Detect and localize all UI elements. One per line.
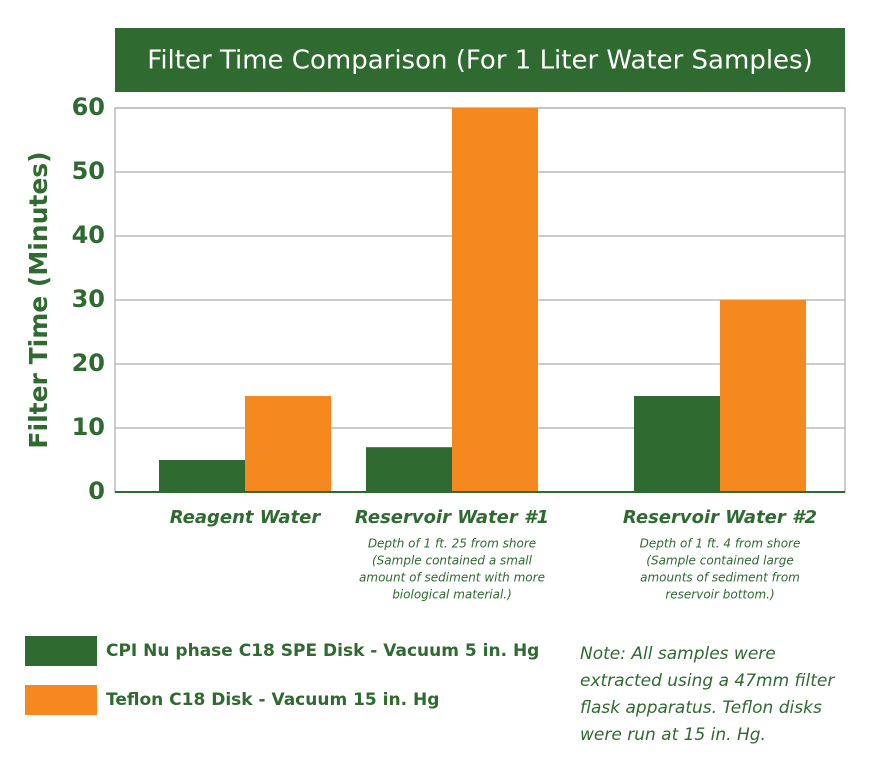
x-tick-label: Reservoir Water #2 [623, 507, 817, 528]
x-tick-label: Reagent Water [170, 507, 322, 528]
footnote: extracted using a 47mm filter [580, 671, 835, 691]
footnote: were run at 15 in. Hg. [580, 725, 766, 745]
bar [366, 447, 452, 492]
bar [452, 108, 538, 492]
category-note: (Sample contained a small [372, 554, 533, 568]
x-tick-label: Reservoir Water #1 [355, 507, 549, 528]
footnote: flask apparatus. Teflon disks [580, 698, 822, 718]
legend-swatch [25, 685, 97, 715]
y-tick-label: 30 [72, 285, 105, 313]
y-tick-label: 20 [72, 349, 105, 377]
y-tick-label: 0 [88, 477, 105, 505]
title-banner [115, 28, 845, 92]
category-note: amounts of sediment from [640, 571, 800, 585]
y-axis-label: Filter Time (Minutes) [24, 151, 53, 448]
chart-title: Filter Time Comparison (For 1 Liter Wate… [147, 46, 812, 76]
y-tick-label: 50 [72, 157, 105, 185]
legend-label: CPI Nu phase C18 SPE Disk - Vacuum 5 in.… [106, 641, 539, 661]
y-tick-label: 60 [72, 93, 105, 121]
y-tick-label: 10 [72, 413, 105, 441]
category-note: biological material.) [392, 588, 512, 602]
bar [634, 396, 720, 492]
footnote: Note: All samples were [580, 644, 776, 664]
bar [159, 460, 245, 492]
bar [245, 396, 331, 492]
y-tick-label: 40 [72, 221, 105, 249]
category-note: reservoir bottom.) [665, 588, 774, 602]
category-note: (Sample contained large [646, 554, 793, 568]
bar [720, 300, 806, 492]
legend-swatch [25, 636, 97, 666]
category-note: amount of sediment with more [359, 571, 545, 585]
category-note: Depth of 1 ft. 4 from shore [640, 537, 801, 551]
legend-label: Teflon C18 Disk - Vacuum 15 in. Hg [106, 690, 439, 710]
category-note: Depth of 1 ft. 25 from shore [368, 537, 536, 551]
